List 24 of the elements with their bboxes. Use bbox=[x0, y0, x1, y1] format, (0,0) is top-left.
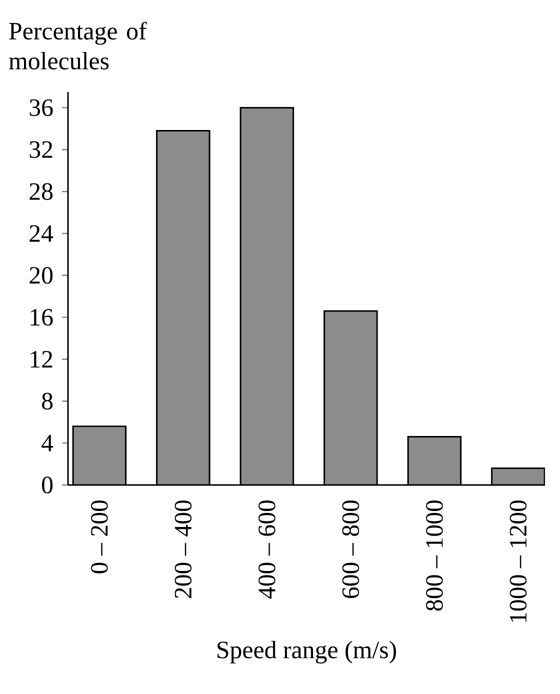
bar bbox=[73, 426, 126, 485]
y-tick-label: 36 bbox=[30, 99, 53, 116]
bar bbox=[408, 436, 461, 485]
x-tick-label: 1000 – 1200 bbox=[510, 500, 527, 622]
y-tick-label: 8 bbox=[42, 392, 53, 410]
y-tick-label: 0 bbox=[42, 476, 53, 494]
y-tick-label: 12 bbox=[30, 351, 52, 368]
x-tick-label: 400 – 600 bbox=[258, 500, 276, 599]
y-tick-label: 28 bbox=[30, 183, 53, 200]
x-tick-label: 0 – 200 bbox=[91, 500, 108, 574]
y-tick-label: 32 bbox=[30, 141, 52, 158]
bar bbox=[156, 130, 210, 485]
y-tick-label: 24 bbox=[30, 225, 54, 242]
bar bbox=[240, 108, 294, 485]
x-tick-label: 800 – 1000 bbox=[426, 500, 443, 611]
y-tick-label: 20 bbox=[30, 266, 53, 284]
y-tick-label: 16 bbox=[30, 308, 53, 326]
x-tick-label: 200 – 400 bbox=[174, 500, 192, 598]
y-tick-label: 4 bbox=[42, 434, 54, 452]
x-axis-title: Speed range (m/s) bbox=[218, 640, 396, 664]
y-axis-title: Percentage of molecules bbox=[9, 22, 147, 70]
bar bbox=[491, 467, 546, 485]
x-tick-label: 600 – 800 bbox=[342, 500, 360, 598]
bar bbox=[324, 311, 378, 485]
